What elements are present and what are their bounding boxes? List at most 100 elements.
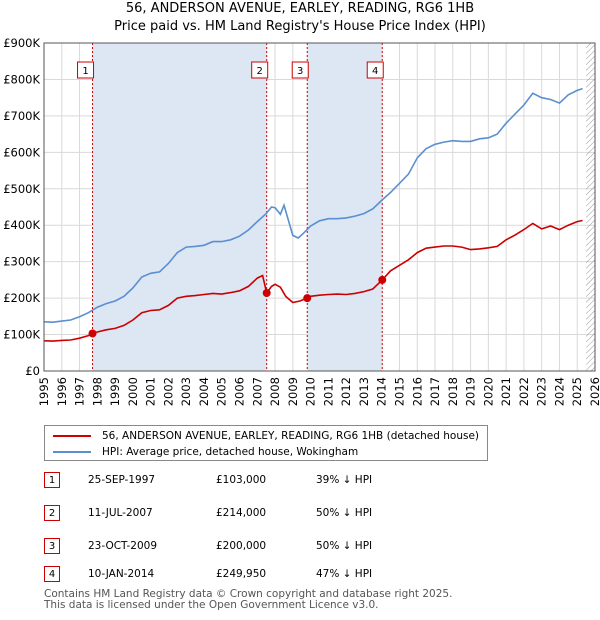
x-tick-label: 2000 bbox=[126, 377, 140, 406]
footer-line-2: This data is licensed under the Open Gov… bbox=[44, 599, 379, 611]
y-tick-label: £900K bbox=[3, 36, 40, 50]
x-tick-label: 2004 bbox=[197, 377, 211, 406]
transaction-price: £214,000 bbox=[216, 507, 267, 519]
x-tick-label: 2012 bbox=[339, 377, 353, 406]
x-tick-label: 1995 bbox=[37, 377, 51, 406]
table-row: 1 25-SEP-1997 £103,000 39% ↓ HPI bbox=[44, 472, 444, 490]
sale-vlines bbox=[92, 43, 383, 371]
x-tick-label: 2018 bbox=[446, 377, 460, 406]
x-tick-label: 1997 bbox=[73, 377, 87, 406]
chart-subtitle: Price paid vs. HM Land Registry's House … bbox=[114, 19, 486, 34]
x-tick-label: 1996 bbox=[55, 377, 69, 406]
chart-title: 56, ANDERSON AVENUE, EARLEY, READING, RG… bbox=[126, 1, 474, 16]
sale-marker-label: 1 bbox=[82, 66, 88, 77]
x-tick-label: 2005 bbox=[215, 377, 229, 406]
sale-marker-box bbox=[291, 61, 309, 79]
transaction-number: 1 bbox=[44, 472, 60, 488]
sale-marker-label: 2 bbox=[257, 66, 263, 77]
sale-point bbox=[88, 329, 97, 338]
y-tick-label: £200K bbox=[3, 291, 40, 305]
x-tick-label: 2015 bbox=[392, 377, 406, 406]
sale-point bbox=[378, 275, 387, 284]
transaction-date: 10-JAN-2014 bbox=[88, 568, 155, 580]
sale-shades bbox=[92, 43, 383, 371]
transaction-number: 3 bbox=[44, 538, 60, 554]
table-row: 4 10-JAN-2014 £249,950 47% ↓ HPI bbox=[44, 566, 444, 584]
table-row: 2 11-JUL-2007 £214,000 50% ↓ HPI bbox=[44, 505, 444, 523]
y-tick-label: £500K bbox=[3, 182, 40, 196]
transaction-number: 4 bbox=[44, 566, 60, 582]
price-series-line bbox=[43, 219, 583, 342]
price-chart: 56, ANDERSON AVENUE, EARLEY, READING, RG… bbox=[3, 1, 600, 406]
y-axis: £0 £100K £200K £300K £400K £500K £600K £700K £80… bbox=[3, 36, 40, 378]
y-tick-label: £300K bbox=[3, 255, 40, 269]
x-tick-label: 2025 bbox=[570, 377, 584, 406]
legend-hpi-label: HPI: Average price, detached house, Woki… bbox=[102, 446, 359, 458]
x-tick-label: 2016 bbox=[410, 377, 424, 406]
x-tick-label: 2022 bbox=[517, 377, 531, 406]
x-tick-label: 2007 bbox=[250, 377, 264, 406]
transaction-date: 23-OCT-2009 bbox=[88, 540, 157, 552]
x-tick-label: 2013 bbox=[357, 377, 371, 406]
shaded-region bbox=[92, 43, 267, 371]
sale-points bbox=[88, 275, 387, 338]
transaction-hpi: 39% ↓ HPI bbox=[316, 474, 373, 486]
y-tick-label: £0 bbox=[25, 364, 40, 378]
transaction-price: £103,000 bbox=[216, 474, 267, 486]
future-hatch-area bbox=[586, 43, 595, 371]
transaction-price: £249,950 bbox=[216, 568, 267, 580]
x-tick-label: 2009 bbox=[286, 377, 300, 406]
x-tick-label: 2003 bbox=[179, 377, 193, 406]
transaction-hpi: 50% ↓ HPI bbox=[316, 507, 373, 519]
y-tick-label: £700K bbox=[3, 109, 40, 123]
legend-price-swatch bbox=[53, 435, 91, 437]
sale-point bbox=[262, 289, 271, 298]
sale-marker-label: 3 bbox=[297, 66, 303, 77]
transaction-number: 2 bbox=[44, 505, 60, 521]
sale-markers: 1 2 3 4 bbox=[77, 61, 384, 79]
sale-marker-label: 4 bbox=[372, 66, 378, 77]
hpi-series-line bbox=[43, 87, 583, 324]
series-lines bbox=[43, 87, 583, 342]
x-tick-label: 2008 bbox=[268, 377, 282, 406]
legend-price-label: 56, ANDERSON AVENUE, EARLEY, READING, RG… bbox=[102, 430, 480, 442]
transaction-date: 25-SEP-1997 bbox=[88, 474, 156, 486]
transaction-price: £200,000 bbox=[216, 540, 267, 552]
x-tick-label: 2010 bbox=[304, 377, 318, 406]
transaction-date: 11-JUL-2007 bbox=[88, 507, 153, 519]
x-tick-label: 2026 bbox=[588, 377, 600, 406]
x-tick-label: 2011 bbox=[321, 377, 335, 406]
legend-hpi-swatch bbox=[53, 451, 91, 453]
table-row: 3 23-OCT-2009 £200,000 50% ↓ HPI bbox=[44, 538, 444, 556]
y-tick-label: £600K bbox=[3, 145, 40, 159]
legend-item-hpi: HPI: Average price, detached house, Woki… bbox=[53, 444, 358, 460]
footer-line-1: Contains HM Land Registry data © Crown c… bbox=[44, 588, 453, 600]
y-tick-label: £100K bbox=[3, 328, 40, 342]
x-tick-label: 1998 bbox=[90, 377, 104, 406]
x-tick-label: 2014 bbox=[375, 377, 389, 406]
y-tick-label: £400K bbox=[3, 218, 40, 232]
transaction-hpi: 47% ↓ HPI bbox=[316, 568, 373, 580]
transaction-hpi: 50% ↓ HPI bbox=[316, 540, 373, 552]
x-tick-label: 1999 bbox=[108, 377, 122, 406]
x-tick-label: 2021 bbox=[499, 377, 513, 406]
x-tick-label: 2019 bbox=[464, 377, 478, 406]
legend: 56, ANDERSON AVENUE, EARLEY, READING, RG… bbox=[44, 425, 488, 461]
x-tick-label: 2006 bbox=[233, 377, 247, 406]
sale-marker-box bbox=[77, 61, 95, 79]
plot-border bbox=[43, 42, 596, 372]
sale-marker-box bbox=[251, 61, 269, 79]
future-hatch bbox=[586, 43, 595, 371]
footer: Contains HM Land Registry data © Crown c… bbox=[44, 589, 452, 611]
y-tick-label: £800K bbox=[3, 72, 40, 86]
x-tick-label: 2024 bbox=[552, 377, 566, 406]
x-axis: 1995 1996 1997 1998 1999 2000 2001 2002 2003 2004… bbox=[37, 377, 600, 406]
x-tick-label: 2002 bbox=[161, 377, 175, 406]
x-tick-label: 2001 bbox=[144, 377, 158, 406]
sale-point bbox=[303, 294, 312, 303]
shaded-region bbox=[307, 43, 383, 371]
sale-marker-box bbox=[366, 61, 384, 79]
x-tick-label: 2023 bbox=[535, 377, 549, 406]
legend-item-price: 56, ANDERSON AVENUE, EARLEY, READING, RG… bbox=[53, 428, 479, 444]
x-tick-label: 2020 bbox=[481, 377, 495, 406]
